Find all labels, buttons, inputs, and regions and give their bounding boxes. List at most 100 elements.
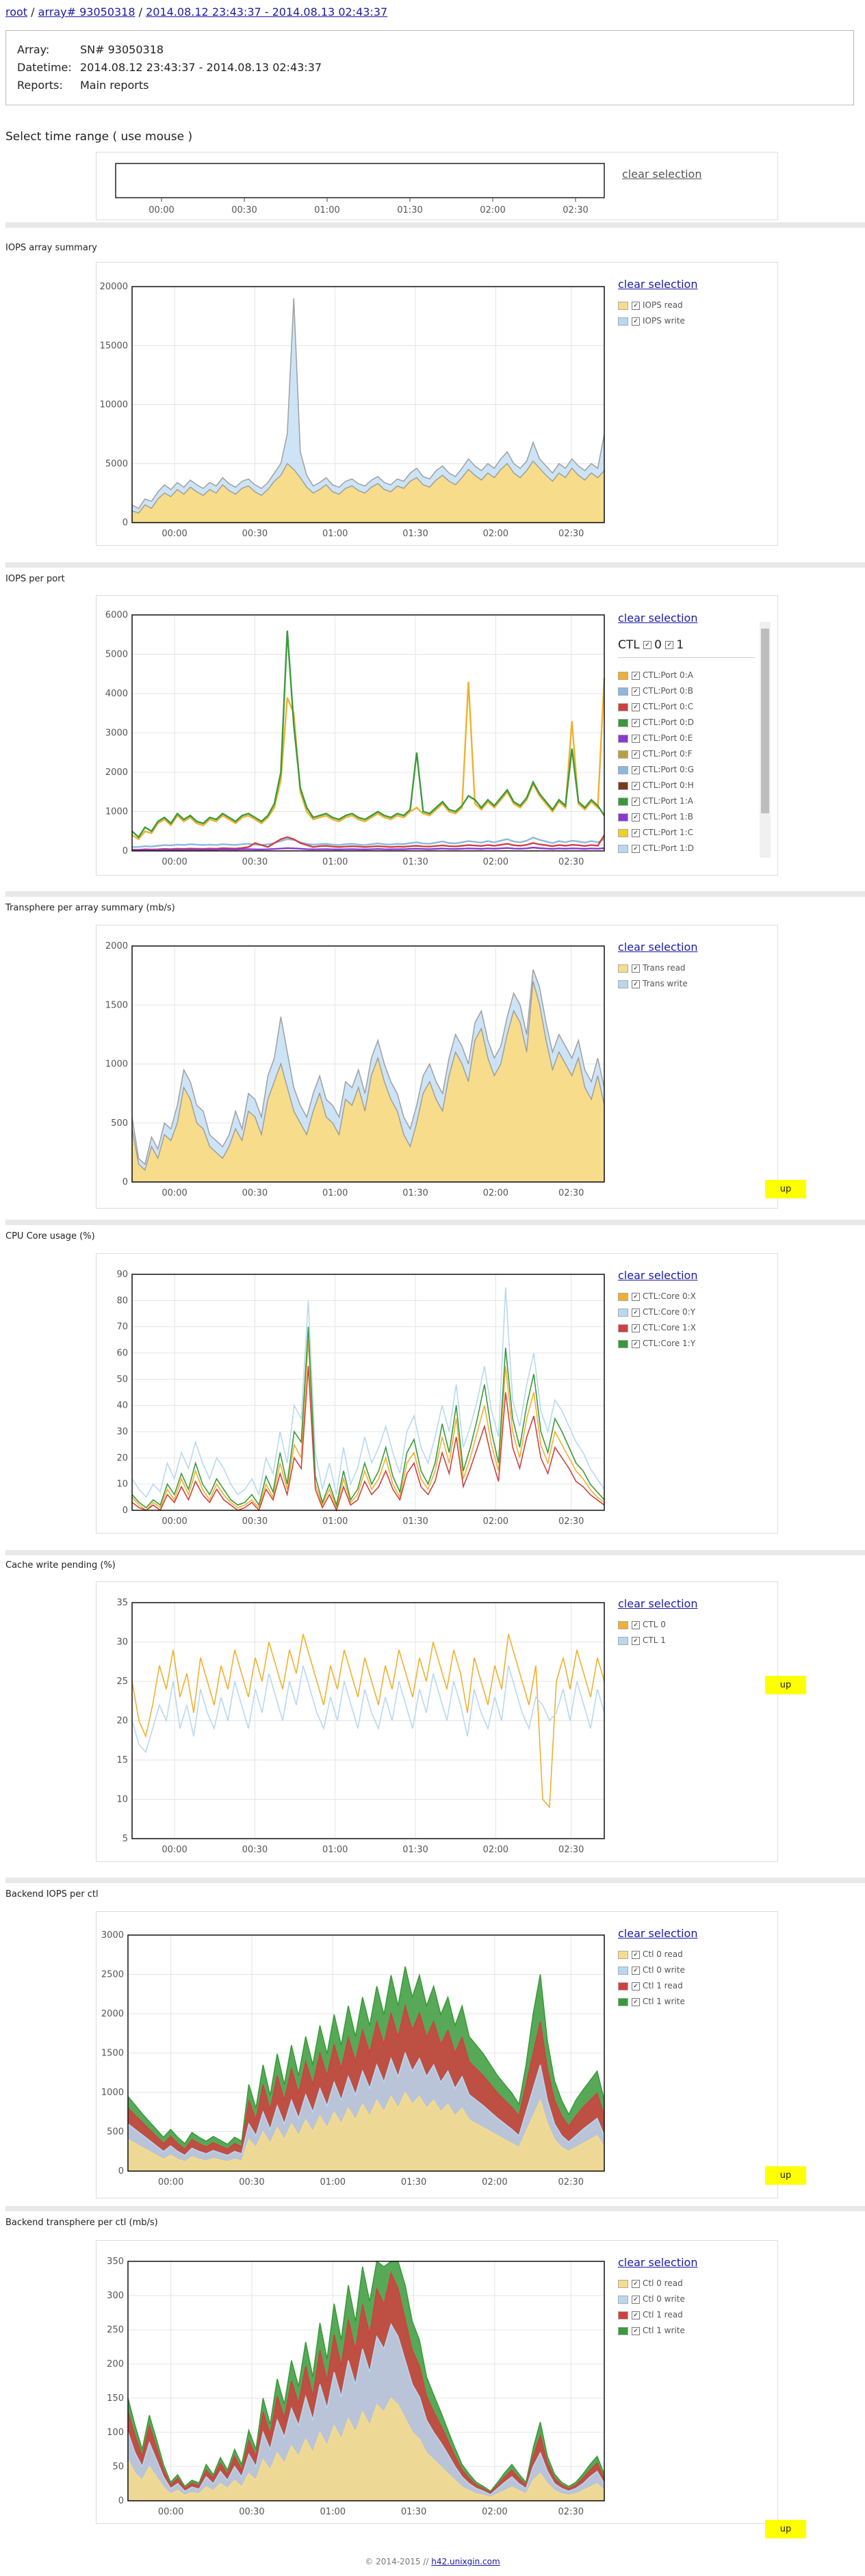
plot-frame[interactable]: [131, 286, 605, 523]
legend-checkbox[interactable]: ✓: [632, 765, 640, 774]
chart-svg[interactable]: 0 10 20 30 40 50 60 70 80 90 00:00 00:30 01:00 01:30 0…: [96, 1254, 617, 1534]
legend-checkbox[interactable]: ✓: [632, 828, 640, 837]
port-list-scrollbar[interactable]: [760, 622, 771, 858]
plot-frame[interactable]: [131, 945, 605, 1183]
legend-checkbox[interactable]: ✓: [632, 1620, 640, 1629]
clear-selection-link[interactable]: clear selection: [618, 1597, 698, 1610]
plot-frame[interactable]: [131, 1602, 605, 1839]
legend-checkbox[interactable]: ✓: [632, 1292, 640, 1301]
plot-frame[interactable]: [127, 1934, 605, 2172]
legend-checkbox[interactable]: ✓: [632, 781, 640, 790]
plot-frame[interactable]: [131, 1274, 605, 1511]
up-button[interactable]: up: [765, 1180, 806, 1198]
legend-item[interactable]: ✓ Ctl 1 write: [618, 2323, 697, 2339]
clear-selection-link[interactable]: clear selection: [618, 941, 698, 954]
breadcrumb-root-link[interactable]: root: [5, 5, 28, 18]
legend-item[interactable]: ✓ Trans read: [618, 960, 697, 976]
legend-checkbox[interactable]: ✓: [632, 317, 640, 326]
legend-checkbox[interactable]: ✓: [632, 964, 640, 973]
port-legend-item[interactable]: ✓ CTL:Port 1:D: [618, 841, 772, 856]
legend-checkbox[interactable]: ✓: [632, 718, 640, 727]
legend-checkbox[interactable]: ✓: [632, 2326, 640, 2335]
legend-checkbox[interactable]: ✓: [632, 2279, 640, 2288]
time-range-area[interactable]: [115, 163, 605, 198]
chart-svg[interactable]: 0 500 1000 1500 2000 00:00 00:30 01:00 01:30 02:0…: [96, 925, 617, 1209]
legend-checkbox[interactable]: ✓: [632, 734, 640, 743]
legend-checkbox[interactable]: ✓: [632, 2311, 640, 2319]
chart-svg[interactable]: 0 500 1000 1500 2000 2500 3000 00:00 00:30 01:00 0…: [96, 1912, 617, 2199]
legend-checkbox[interactable]: ✓: [632, 1997, 640, 2006]
chart-svg[interactable]: 0 1000 2000 3000 4000 5000 6000 00:00 00:30 01:00…: [96, 596, 617, 876]
legend-checkbox[interactable]: ✓: [632, 301, 640, 310]
port-legend-item[interactable]: ✓ CTL:Port 0:D: [618, 715, 772, 731]
legend-checkbox[interactable]: ✓: [632, 980, 640, 988]
clear-selection-link[interactable]: clear selection: [618, 2256, 698, 2269]
up-button[interactable]: up: [765, 1676, 806, 1694]
legend-item[interactable]: ✓ Ctl 1 read: [618, 1978, 697, 1994]
legend-checkbox[interactable]: ✓: [632, 1636, 640, 1645]
legend-item[interactable]: ✓ CTL:Core 1:Y: [618, 1336, 697, 1352]
chart-svg[interactable]: 0 5000 10000 15000 20000 00:00 00:30 01:00 01:30…: [96, 263, 617, 547]
plot-frame[interactable]: [127, 2261, 605, 2501]
legend-item[interactable]: ✓ IOPS read: [618, 298, 697, 313]
time-range-selector[interactable]: 00:00 00:30 01:00 01:30 02:00 02:30: [96, 153, 779, 221]
legend-item[interactable]: ✓ Ctl 0 read: [618, 2276, 697, 2291]
legend-item[interactable]: ✓ IOPS write: [618, 313, 697, 329]
up-button[interactable]: up: [765, 2520, 806, 2538]
chart-legend: clear selection ✓ CTL 0 ✓ CTL 1: [618, 1597, 697, 1648]
legend-item[interactable]: ✓ CTL:Core 1:X: [618, 1320, 697, 1336]
ctl1-checkbox[interactable]: ✓: [665, 641, 674, 649]
up-button[interactable]: up: [765, 2166, 806, 2185]
chart-panel: 5 10 15 20 25 30 35 00:00 00:30 01:00 01:30 02:00 02…: [96, 1581, 778, 1862]
time-range-clear-selection[interactable]: clear selection: [622, 168, 702, 181]
port-legend-item[interactable]: ✓ CTL:Port 0:E: [618, 731, 772, 746]
legend-item[interactable]: ✓ Ctl 1 write: [618, 1994, 697, 2010]
legend-label: Ctl 0 write: [643, 1965, 685, 1975]
port-legend-item[interactable]: ✓ CTL:Port 0:H: [618, 778, 772, 793]
legend-checkbox[interactable]: ✓: [632, 671, 640, 680]
legend-checkbox[interactable]: ✓: [632, 1966, 640, 1975]
legend-checkbox[interactable]: ✓: [632, 1339, 640, 1348]
legend-checkbox[interactable]: ✓: [632, 750, 640, 759]
clear-selection-link[interactable]: clear selection: [618, 278, 698, 291]
port-legend-item[interactable]: ✓ CTL:Port 0:G: [618, 762, 772, 778]
chart-svg[interactable]: 0 50 100 150 200 250 300 350 00:00 00:30 01:00 01:3…: [96, 2241, 617, 2525]
port-legend-item[interactable]: ✓ CTL:Port 0:C: [618, 699, 772, 715]
legend-checkbox[interactable]: ✓: [632, 1324, 640, 1332]
legend-item[interactable]: ✓ Ctl 0 write: [618, 2291, 697, 2307]
legend-item[interactable]: ✓ CTL 1: [618, 1633, 697, 1648]
legend-item[interactable]: ✓ CTL:Core 0:X: [618, 1289, 697, 1304]
clear-selection-link[interactable]: clear selection: [618, 1269, 698, 1282]
breadcrumb-range-link[interactable]: 2014.08.12 23:43:37 - 2014.08.13 02:43:3…: [146, 5, 388, 18]
legend-checkbox[interactable]: ✓: [632, 797, 640, 806]
legend-item[interactable]: ✓ Ctl 1 read: [618, 2307, 697, 2323]
legend-item[interactable]: ✓ Trans write: [618, 976, 697, 992]
legend-checkbox[interactable]: ✓: [632, 687, 640, 696]
legend-item[interactable]: ✓ Ctl 0 read: [618, 1947, 697, 1962]
port-legend-item[interactable]: ✓ CTL:Port 0:A: [618, 668, 772, 683]
port-legend-item[interactable]: ✓ CTL:Port 0:F: [618, 746, 772, 762]
legend-checkbox[interactable]: ✓: [632, 813, 640, 822]
port-legend-item[interactable]: ✓ CTL:Port 1:C: [618, 825, 772, 841]
legend-item[interactable]: ✓ Ctl 0 write: [618, 1962, 697, 1978]
legend-checkbox[interactable]: ✓: [632, 702, 640, 711]
legend-checkbox[interactable]: ✓: [632, 1982, 640, 1990]
legend-checkbox[interactable]: ✓: [632, 1308, 640, 1317]
port-legend-item[interactable]: ✓ CTL:Port 0:B: [618, 683, 772, 699]
port-legend-item[interactable]: ✓ CTL:Port 1:B: [618, 809, 772, 825]
port-legend-item[interactable]: ✓ CTL:Port 1:A: [618, 793, 772, 809]
legend-checkbox[interactable]: ✓: [632, 844, 640, 853]
legend-item[interactable]: ✓ CTL 0: [618, 1617, 697, 1633]
plot-frame[interactable]: [131, 614, 605, 852]
footer-link[interactable]: h42.unixgin.com: [431, 2557, 500, 2566]
chart-svg[interactable]: 5 10 15 20 25 30 35 00:00 00:30 01:00 01:30 02:00 02…: [96, 1582, 617, 1863]
ctl0-checkbox[interactable]: ✓: [643, 641, 652, 649]
ports-clear-selection[interactable]: clear selection: [618, 612, 698, 625]
legend-item[interactable]: ✓ CTL:Core 0:Y: [618, 1304, 697, 1320]
scrollbar-thumb[interactable]: [761, 629, 769, 813]
clear-selection-link[interactable]: clear selection: [618, 1927, 698, 1940]
breadcrumb-array-link[interactable]: array# 93050318: [38, 5, 135, 18]
y-tick-label: 300: [107, 2291, 124, 2301]
legend-checkbox[interactable]: ✓: [632, 1950, 640, 1959]
legend-checkbox[interactable]: ✓: [632, 2295, 640, 2304]
